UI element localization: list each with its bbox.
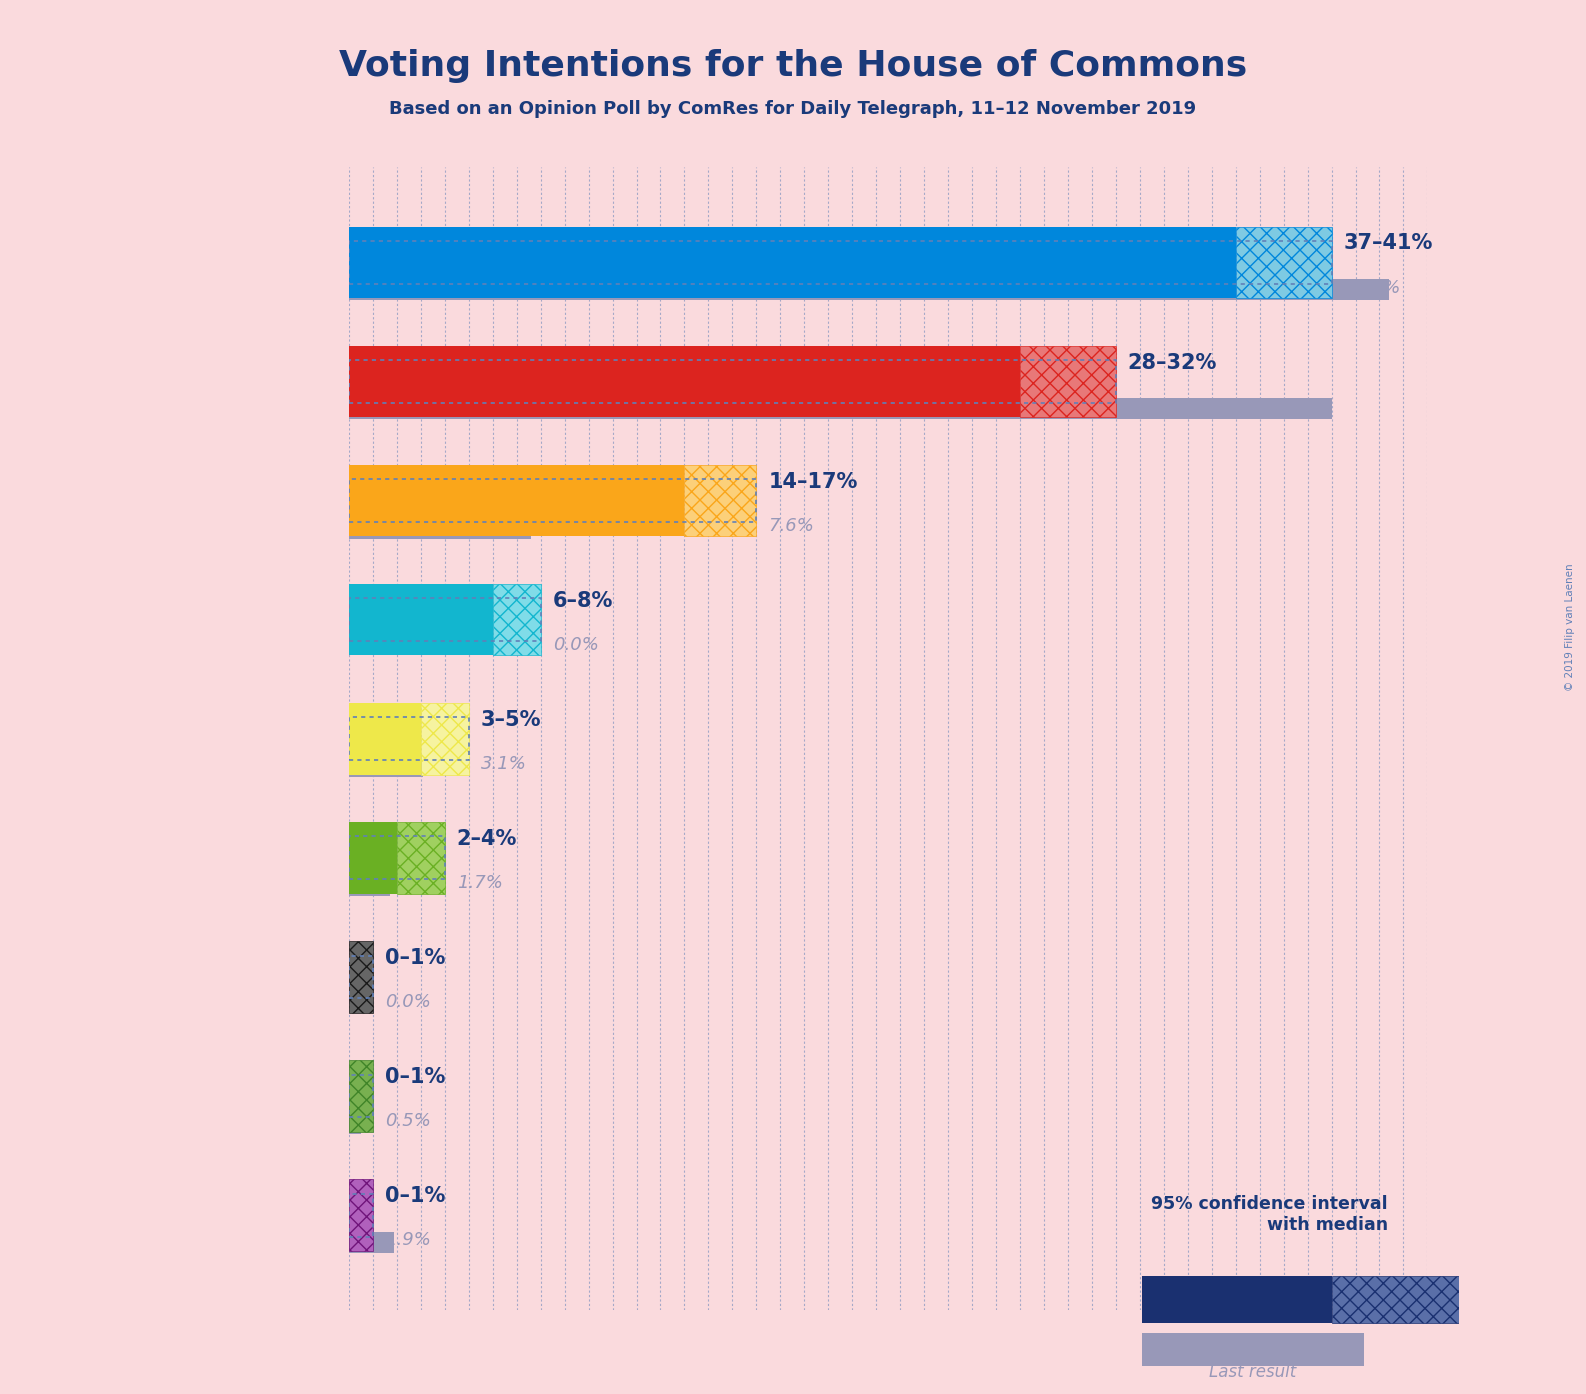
Text: 95% confidence interval
with median: 95% confidence interval with median xyxy=(1151,1195,1388,1234)
Text: 0.0%: 0.0% xyxy=(385,993,431,1011)
Bar xyxy=(349,941,373,1012)
Bar xyxy=(1020,346,1117,417)
Text: Last result: Last result xyxy=(1209,1363,1297,1381)
Bar xyxy=(349,241,1332,284)
Bar xyxy=(349,480,757,523)
Text: 41.0%: 41.0% xyxy=(1128,397,1185,415)
Bar xyxy=(349,1193,373,1236)
Bar xyxy=(349,360,1117,403)
Text: 0.0%: 0.0% xyxy=(552,636,598,654)
Bar xyxy=(349,1179,373,1250)
Bar xyxy=(420,703,469,775)
Bar xyxy=(396,822,444,894)
Text: Voting Intentions for the House of Commons: Voting Intentions for the House of Commo… xyxy=(339,49,1247,82)
Bar xyxy=(349,822,396,894)
Bar xyxy=(349,399,1332,420)
Bar xyxy=(493,584,541,655)
Bar xyxy=(349,874,390,896)
Bar xyxy=(349,598,541,641)
Bar xyxy=(349,584,493,655)
Bar xyxy=(349,279,1389,300)
Text: 37–41%: 37–41% xyxy=(1343,233,1432,254)
Text: 6–8%: 6–8% xyxy=(552,591,614,611)
Bar xyxy=(349,1231,395,1253)
Bar xyxy=(349,718,469,760)
Bar xyxy=(349,346,1020,417)
Bar xyxy=(349,756,423,776)
Text: 3–5%: 3–5% xyxy=(481,710,541,730)
Text: 0–1%: 0–1% xyxy=(385,1066,446,1087)
Bar xyxy=(349,466,685,537)
Text: 1.9%: 1.9% xyxy=(385,1231,431,1249)
Bar xyxy=(1235,227,1332,298)
Text: Based on an Opinion Poll by ComRes for Daily Telegraph, 11–12 November 2019: Based on an Opinion Poll by ComRes for D… xyxy=(390,100,1196,118)
Bar xyxy=(349,836,444,880)
Bar xyxy=(685,466,757,537)
Bar xyxy=(349,1061,373,1132)
Bar xyxy=(349,1075,373,1118)
Text: 2–4%: 2–4% xyxy=(457,829,517,849)
Text: © 2019 Filip van Laenen: © 2019 Filip van Laenen xyxy=(1565,563,1575,691)
Bar xyxy=(1332,1276,1459,1323)
Bar xyxy=(349,703,420,775)
Text: 7.6%: 7.6% xyxy=(768,517,814,535)
Bar xyxy=(349,517,531,538)
Bar xyxy=(349,227,1235,298)
Text: 3.1%: 3.1% xyxy=(481,754,527,772)
Bar xyxy=(1142,1276,1332,1323)
Bar xyxy=(1142,1333,1364,1366)
Text: 28–32%: 28–32% xyxy=(1128,353,1216,372)
Text: 0–1%: 0–1% xyxy=(385,948,446,967)
Text: 1.7%: 1.7% xyxy=(457,874,503,892)
Text: 43.4%: 43.4% xyxy=(1343,279,1400,297)
Bar xyxy=(349,1112,362,1133)
Text: 0–1%: 0–1% xyxy=(385,1186,446,1206)
Text: 0.5%: 0.5% xyxy=(385,1112,431,1131)
Bar xyxy=(349,955,373,998)
Text: 14–17%: 14–17% xyxy=(768,471,858,492)
